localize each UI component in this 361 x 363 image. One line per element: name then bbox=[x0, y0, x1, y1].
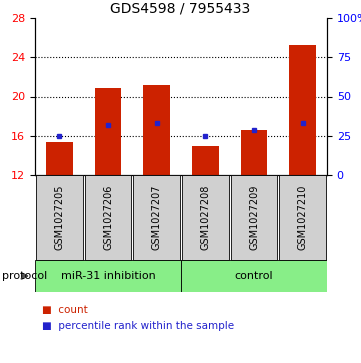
Bar bbox=[279, 175, 326, 260]
Bar bbox=[36, 175, 83, 260]
Text: ■  count: ■ count bbox=[42, 305, 88, 315]
Bar bbox=[231, 175, 277, 260]
Bar bbox=[241, 130, 268, 175]
Bar bbox=[95, 88, 121, 175]
Bar bbox=[35, 260, 181, 292]
Text: GDS4598 / 7955433: GDS4598 / 7955433 bbox=[110, 2, 251, 16]
Bar bbox=[133, 175, 180, 260]
Text: GSM1027207: GSM1027207 bbox=[152, 185, 162, 250]
Bar bbox=[289, 45, 316, 175]
Text: protocol: protocol bbox=[2, 271, 47, 281]
Text: GSM1027208: GSM1027208 bbox=[200, 185, 210, 250]
Text: GSM1027209: GSM1027209 bbox=[249, 185, 259, 250]
Bar bbox=[182, 175, 229, 260]
Text: ■  percentile rank within the sample: ■ percentile rank within the sample bbox=[42, 321, 234, 331]
Text: GSM1027205: GSM1027205 bbox=[55, 185, 64, 250]
Bar bbox=[192, 146, 219, 175]
Text: GSM1027206: GSM1027206 bbox=[103, 185, 113, 250]
Bar bbox=[84, 175, 131, 260]
Bar bbox=[181, 260, 327, 292]
Text: control: control bbox=[235, 271, 273, 281]
Text: GSM1027210: GSM1027210 bbox=[298, 185, 308, 250]
Bar bbox=[46, 142, 73, 175]
Text: miR-31 inhibition: miR-31 inhibition bbox=[61, 271, 155, 281]
Bar bbox=[143, 85, 170, 175]
